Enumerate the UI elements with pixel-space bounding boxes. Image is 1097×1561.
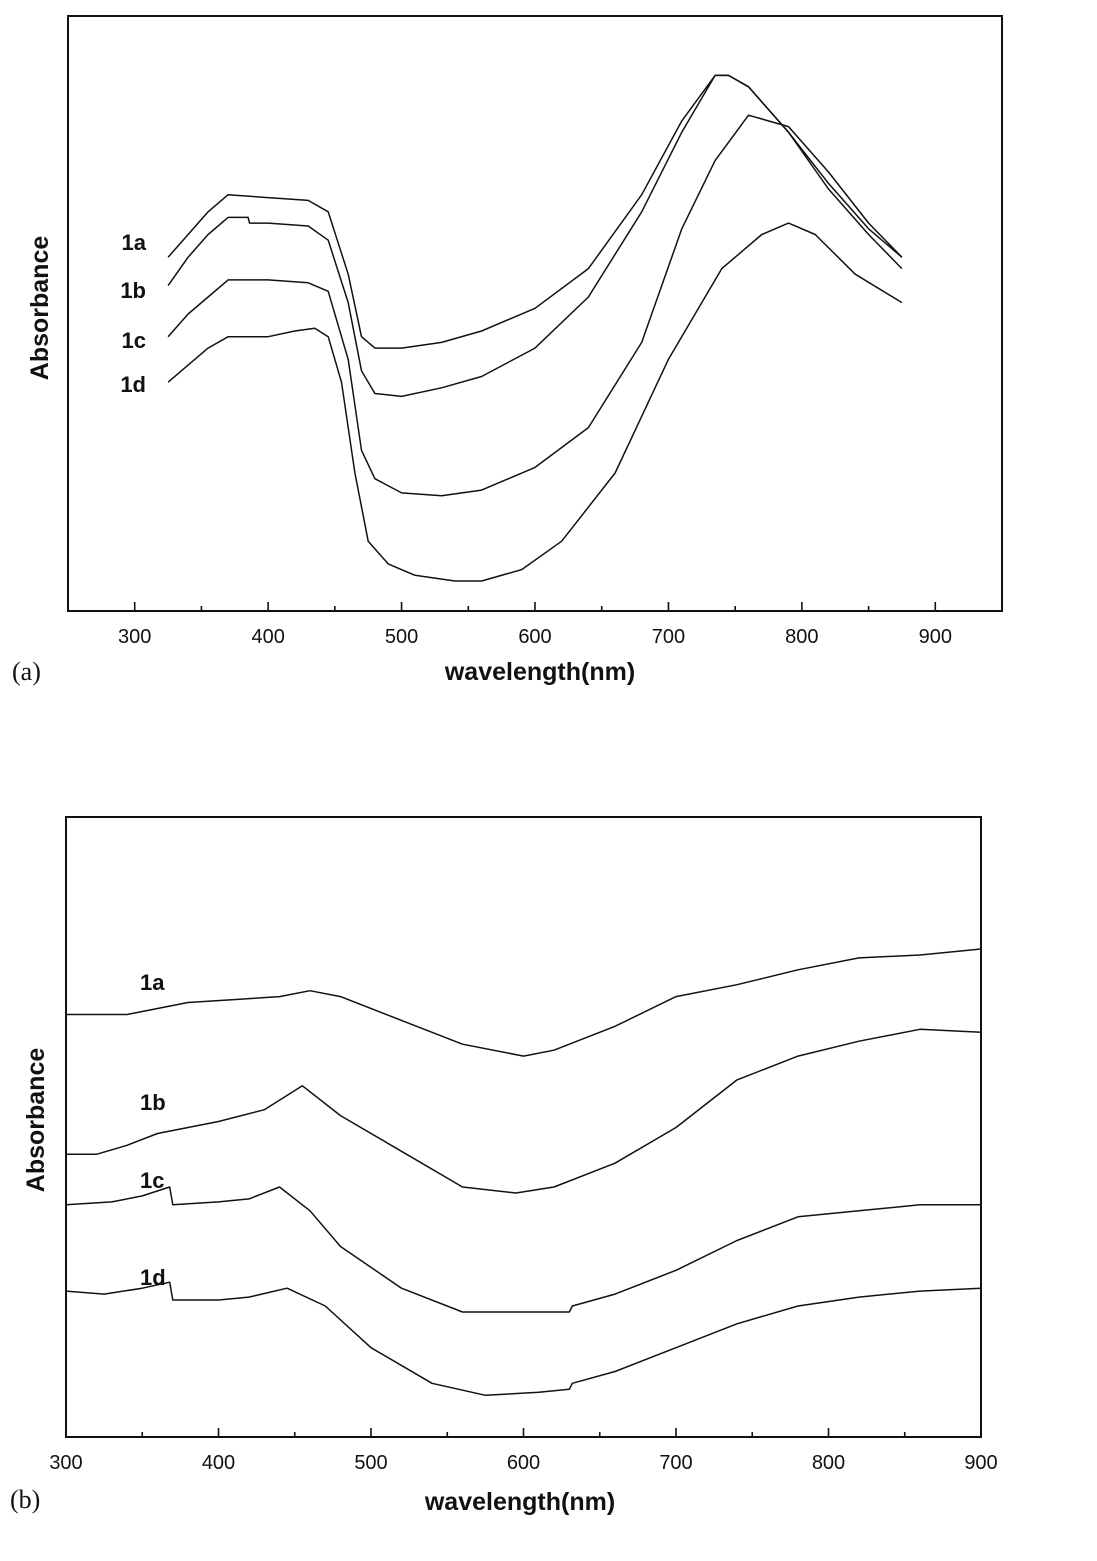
curves-a	[167, 74, 903, 582]
series-label-1a: 1a	[140, 970, 165, 995]
series-1a-line	[167, 74, 903, 349]
y-axis-title-a: Absorbance	[26, 236, 54, 381]
series-1b-line	[66, 1028, 982, 1194]
panel-a: 300 400 500 600 700 800 900 1a 1b 1c 1d Absorbanc…	[12, 15, 1003, 686]
series-label-1d: 1d	[120, 372, 146, 397]
x-axis-title-b: wavelength(nm)	[424, 1488, 615, 1516]
x-tick-label-700: 700	[659, 1452, 692, 1474]
series-label-1b: 1b	[120, 278, 146, 303]
series-1b-line	[167, 74, 903, 398]
x-tick-label-900: 900	[964, 1452, 997, 1474]
panel-label-a: (a)	[12, 657, 41, 686]
series-label-1a: 1a	[122, 230, 147, 255]
panel-b: 300 400 500 600 700 800 900 1a 1b 1c 1d Absorbanc…	[10, 816, 998, 1516]
series-label-1c: 1c	[140, 1168, 164, 1193]
x-tick-label-600: 600	[518, 626, 551, 648]
x-tick-label-700: 700	[652, 626, 685, 648]
x-tick-label-400: 400	[202, 1452, 235, 1474]
x-tick-label-800: 800	[812, 1452, 845, 1474]
series-labels-b: 1a 1b 1c 1d	[140, 970, 166, 1290]
x-tick-label-900: 900	[919, 626, 952, 648]
x-tick-label-800: 800	[785, 626, 818, 648]
series-1d-line	[167, 222, 903, 582]
x-tick-label-500: 500	[385, 626, 418, 648]
x-tick-label-500: 500	[354, 1452, 387, 1474]
x-axis-title-a: wavelength(nm)	[444, 658, 635, 686]
curves-b	[65, 948, 982, 1397]
x-ticks-a: 300 400 500 600 700 800 900	[118, 602, 952, 648]
series-1c-line	[167, 114, 903, 497]
plot-frame-b	[65, 816, 982, 1438]
series-label-1c: 1c	[122, 328, 146, 353]
series-1a-line	[66, 948, 982, 1057]
x-tick-label-300: 300	[49, 1452, 82, 1474]
x-tick-label-300: 300	[118, 626, 151, 648]
series-label-1d: 1d	[140, 1265, 166, 1290]
panel-label-b: (b)	[10, 1485, 40, 1514]
y-axis-title-b: Absorbance	[22, 1048, 50, 1193]
series-1c-line	[65, 1186, 981, 1313]
x-tick-label-600: 600	[507, 1452, 540, 1474]
series-1d-line	[65, 1281, 982, 1397]
series-labels-a: 1a 1b 1c 1d	[120, 230, 146, 397]
plot-frame-a	[67, 15, 1003, 612]
series-label-1b: 1b	[140, 1090, 166, 1115]
x-ticks-b: 300 400 500 600 700 800 900	[49, 1428, 998, 1474]
x-tick-label-400: 400	[251, 626, 284, 648]
